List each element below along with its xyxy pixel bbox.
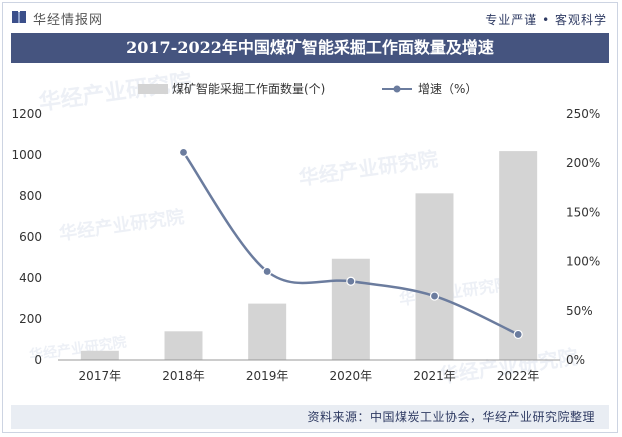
x-tick-label: 2022年 <box>497 369 540 383</box>
title-bar: 2017-2022年中国煤矿智能采掘工作面数量及增速 <box>11 33 609 63</box>
bar-1 <box>80 350 119 360</box>
watermark-text: 华经产业研究院 <box>58 206 186 245</box>
bar-3 <box>248 303 287 360</box>
book-logo-icon <box>11 9 27 28</box>
legend-swatch-marker <box>393 85 401 93</box>
legend: 煤矿智能采掘工作面数量(个) 增速（%） <box>138 81 477 96</box>
growth-point-6 <box>513 329 523 340</box>
bar-6 <box>499 151 538 360</box>
chart-title: 2017-2022年中国煤矿智能采掘工作面数量及增速 <box>126 38 494 57</box>
growth-point-4 <box>346 276 356 286</box>
brand: 华经情报网 <box>11 9 103 28</box>
bar-4 <box>331 258 370 360</box>
y-right-tick-label: 50% <box>566 304 593 318</box>
y-left-tick-label: 200 <box>19 312 42 326</box>
legend-label-bar: 煤矿智能采掘工作面数量(个) <box>172 81 325 96</box>
y-left-tick-label: 600 <box>19 230 42 244</box>
y-right-tick-label: 250% <box>566 107 600 121</box>
watermark-text: 华经产业研究院 <box>37 69 193 116</box>
brand-name: 华经情报网 <box>33 13 104 28</box>
y-right-tick-label: 0% <box>566 353 585 367</box>
growth-point-5 <box>429 291 440 301</box>
legend-label-line: 增速（%） <box>418 82 477 96</box>
slogan: 专业严谨 • 客观科学 <box>485 13 607 27</box>
y-left-tick-label: 1000 <box>11 148 42 162</box>
growth-point-2 <box>178 147 189 157</box>
x-tick-label: 2019年 <box>246 369 289 383</box>
x-tick-label: 2017年 <box>79 369 122 383</box>
y-left-tick-label: 0 <box>34 353 42 367</box>
watermark-text: 华经产业研究院 <box>297 147 439 190</box>
x-tick-label: 2018年 <box>162 369 205 383</box>
footer-bar: 资料来源：中国煤炭工业协会，华经产业研究院整理 <box>11 405 609 429</box>
y-left-tick-label: 800 <box>19 189 42 203</box>
header-bar: 华经情报网 专业严谨 • 客观科学 <box>3 3 617 31</box>
y-right-tick-label: 200% <box>566 156 600 170</box>
growth-point-3 <box>262 266 272 277</box>
source-note: 资料来源：中国煤炭工业协会，华经产业研究院整理 <box>307 410 595 424</box>
y-right-tick-label: 100% <box>566 255 600 269</box>
x-tick-label: 2021年 <box>413 369 456 383</box>
y-right-tick-label: 150% <box>566 205 600 219</box>
y-left-tick-label: 400 <box>19 271 42 285</box>
legend-swatch-bar <box>138 84 168 94</box>
x-tick-label: 2020年 <box>330 369 373 383</box>
bar-5 <box>415 193 454 360</box>
bar-2 <box>164 331 203 360</box>
y-left-tick-label: 1200 <box>11 107 42 121</box>
